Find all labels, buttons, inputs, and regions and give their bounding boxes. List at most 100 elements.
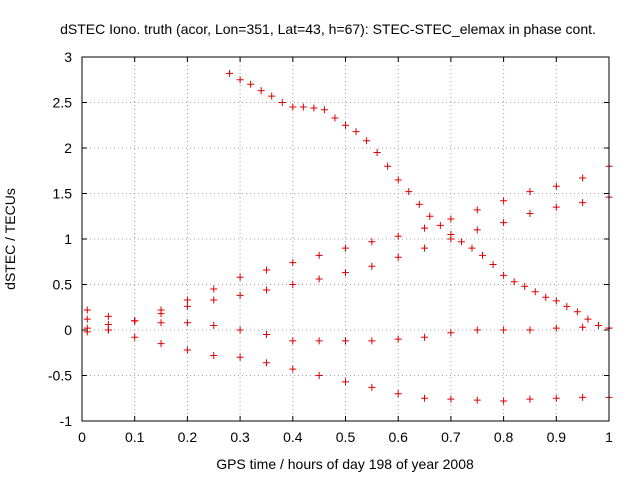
data-point [83, 315, 91, 323]
data-point [257, 87, 265, 95]
data-point [315, 372, 323, 379]
data-point [289, 365, 297, 373]
data-point [310, 104, 318, 112]
x-axis-label: GPS time / hours of day 198 of year 2008 [216, 456, 474, 472]
data-point [183, 346, 191, 354]
x-tick-label: 0.1 [125, 429, 145, 445]
data-point [510, 278, 518, 286]
x-tick-label: 1 [605, 429, 613, 445]
data-point [573, 308, 581, 316]
data-point [457, 238, 465, 246]
data-point [421, 394, 429, 402]
data-point [373, 149, 381, 157]
data-point [131, 317, 139, 325]
data-point [579, 323, 587, 331]
data-point [552, 182, 560, 190]
data-point [468, 244, 476, 252]
data-point [236, 326, 244, 334]
data-point [262, 359, 270, 367]
data-point [563, 302, 571, 310]
data-point [447, 395, 455, 403]
x-tick-label: 0 [78, 429, 86, 445]
data-point [368, 383, 376, 391]
data-point [526, 326, 534, 334]
data-point [157, 310, 165, 318]
data-point [426, 212, 434, 220]
y-tick-label: 0.5 [53, 277, 73, 293]
data-point [473, 396, 481, 404]
data-point [210, 351, 218, 359]
data-point [342, 378, 349, 386]
data-point [394, 390, 402, 398]
data-point [262, 266, 270, 274]
data-point [83, 306, 91, 314]
data-point [447, 215, 455, 223]
chart-title: dSTEC Iono. truth (acor, Lon=351, Lat=43… [60, 21, 596, 37]
data-point [262, 286, 270, 294]
data-point [552, 394, 560, 402]
data-point [500, 197, 508, 205]
data-point [157, 340, 165, 348]
data-point [210, 321, 218, 329]
data-point [236, 273, 244, 281]
data-point [289, 337, 297, 345]
data-point [368, 238, 376, 246]
x-tick-label: 0.4 [283, 429, 303, 445]
data-point [352, 128, 360, 136]
data-series [83, 69, 613, 405]
data-point [473, 326, 481, 334]
data-point [268, 92, 276, 100]
data-point [262, 331, 270, 339]
data-point [500, 326, 508, 334]
data-point [500, 271, 508, 279]
data-point [342, 337, 349, 345]
data-point [368, 262, 376, 270]
data-point [83, 324, 91, 332]
data-point [131, 333, 139, 341]
series-satellite-e [83, 324, 613, 405]
data-point [104, 312, 112, 320]
plot-frame [81, 56, 610, 422]
series-satellite-d [83, 306, 613, 345]
data-point [500, 397, 508, 405]
data-point [278, 99, 286, 106]
data-point [552, 324, 560, 332]
data-point [531, 288, 539, 296]
data-point [421, 224, 429, 232]
data-point [552, 203, 560, 211]
data-point [421, 244, 429, 252]
data-point [479, 251, 487, 259]
data-point [342, 121, 349, 129]
y-tick-label: 3 [64, 49, 72, 65]
data-point [500, 219, 508, 227]
data-point [183, 302, 191, 310]
x-tick-label: 0.5 [336, 429, 356, 445]
data-point [104, 326, 112, 334]
x-tick-label: 0.8 [494, 429, 514, 445]
data-point [526, 188, 534, 196]
data-point [489, 260, 497, 268]
data-point [526, 210, 534, 218]
data-point [584, 315, 592, 323]
y-tick-label: 1.5 [53, 186, 73, 202]
data-point [579, 199, 587, 207]
data-point [210, 285, 218, 293]
data-point [236, 291, 244, 299]
y-tick-label: 1 [64, 231, 72, 247]
data-point [368, 337, 376, 345]
data-point [436, 221, 444, 229]
x-tick-label: 0.6 [388, 429, 408, 445]
data-point [579, 393, 587, 401]
x-axis-ticks: 0 0.1 0.2 0.3 0.4 0.5 0.6 0.7 0.8 0.9 1 [78, 57, 613, 445]
data-point [226, 69, 234, 77]
data-point [183, 319, 191, 327]
data-point [579, 174, 587, 182]
y-tick-label: -1 [60, 413, 73, 429]
data-point [289, 281, 297, 288]
data-point [299, 103, 307, 111]
data-point [394, 176, 402, 184]
data-point [363, 137, 371, 145]
data-point [447, 235, 455, 243]
data-point [315, 275, 323, 283]
